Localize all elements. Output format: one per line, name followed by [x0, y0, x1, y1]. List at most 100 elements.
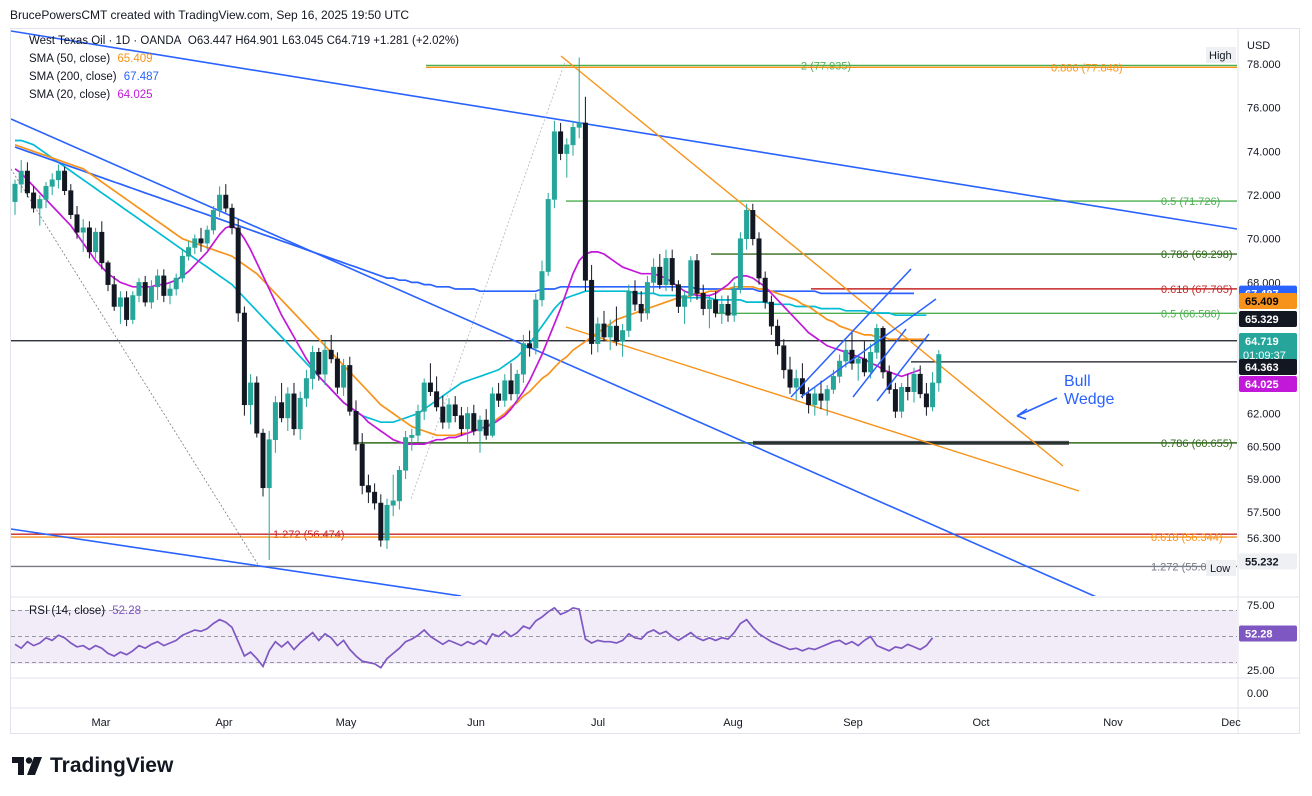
candle[interactable]	[713, 291, 719, 318]
candle[interactable]	[483, 409, 489, 440]
candle[interactable]	[136, 278, 142, 303]
candle[interactable]	[93, 227, 99, 259]
candle[interactable]	[396, 465, 402, 510]
candle[interactable]	[632, 280, 638, 311]
candle[interactable]	[868, 343, 874, 379]
candle[interactable]	[217, 186, 223, 217]
candle[interactable]	[341, 358, 347, 397]
candle[interactable]	[775, 319, 781, 355]
candle[interactable]	[105, 260, 111, 292]
candle[interactable]	[756, 232, 762, 285]
candle[interactable]	[818, 380, 824, 410]
candle[interactable]	[626, 284, 632, 338]
candle[interactable]	[303, 369, 309, 407]
candle[interactable]	[644, 275, 650, 320]
candle[interactable]	[322, 341, 328, 386]
candle[interactable]	[99, 221, 105, 270]
candle[interactable]	[415, 404, 421, 442]
candle[interactable]	[167, 282, 173, 305]
candle[interactable]	[142, 275, 148, 307]
legend-sma50[interactable]: SMA (50, close) 65.409	[29, 53, 153, 65]
candle[interactable]	[496, 382, 502, 407]
legend-rsi[interactable]: RSI (14, close) 52.28	[29, 605, 141, 617]
candle[interactable]	[24, 162, 30, 198]
candle[interactable]	[545, 192, 551, 276]
candle[interactable]	[440, 396, 446, 429]
candle[interactable]	[241, 306, 247, 416]
candle[interactable]	[558, 122, 564, 161]
candle[interactable]	[210, 205, 216, 235]
candle[interactable]	[353, 400, 359, 451]
candle[interactable]	[917, 365, 923, 399]
candle[interactable]	[706, 295, 712, 329]
candle[interactable]	[930, 371, 936, 412]
price-chart[interactable]: 2 (77.935) 0.886 (77.848) 0.5 (71.726) 0.78…	[11, 29, 1299, 733]
candle[interactable]	[539, 260, 545, 307]
candle[interactable]	[229, 203, 235, 235]
candle[interactable]	[601, 310, 607, 342]
candle[interactable]	[533, 293, 539, 355]
candle[interactable]	[694, 254, 700, 300]
price-tag[interactable]: 64.363	[1239, 359, 1297, 375]
wedge-line[interactable]	[790, 268, 912, 398]
candle[interactable]	[43, 181, 49, 209]
rsi-line[interactable]	[14, 606, 934, 669]
candle[interactable]	[657, 254, 663, 289]
candle[interactable]	[18, 160, 24, 193]
candle[interactable]	[731, 282, 737, 322]
candle[interactable]	[235, 219, 241, 322]
candle[interactable]	[781, 339, 787, 379]
candle[interactable]	[31, 186, 37, 213]
candle[interactable]	[682, 291, 688, 324]
candle[interactable]	[68, 184, 74, 220]
candle[interactable]	[111, 275, 117, 311]
candle[interactable]	[378, 494, 384, 547]
price-tag[interactable]: 65.409	[1239, 293, 1297, 309]
candle[interactable]	[74, 205, 80, 239]
candle[interactable]	[576, 57, 582, 139]
candle[interactable]	[570, 120, 576, 156]
candle[interactable]	[824, 385, 830, 416]
candle[interactable]	[148, 280, 154, 309]
legend-sma200[interactable]: SMA (200, close) 67.487	[29, 71, 159, 83]
trendlines[interactable]	[11, 30, 1237, 599]
candle[interactable]	[638, 291, 644, 322]
candle[interactable]	[880, 326, 886, 379]
candle[interactable]	[80, 219, 86, 252]
candle[interactable]	[372, 483, 378, 510]
candle[interactable]	[719, 295, 725, 324]
wedge-line[interactable]	[876, 333, 930, 402]
candle[interactable]	[279, 382, 285, 423]
candle[interactable]	[254, 376, 260, 438]
candle[interactable]	[489, 387, 495, 438]
candle[interactable]	[49, 173, 55, 196]
candle[interactable]	[130, 291, 136, 324]
candle[interactable]	[204, 225, 210, 250]
candle[interactable]	[291, 382, 297, 436]
candle[interactable]	[595, 317, 601, 353]
candle[interactable]	[260, 428, 266, 497]
trendline[interactable]	[11, 168, 260, 567]
candle[interactable]	[793, 369, 799, 401]
candle[interactable]	[347, 356, 353, 416]
candle[interactable]	[297, 391, 303, 440]
candle[interactable]	[905, 374, 911, 401]
candle[interactable]	[520, 334, 526, 383]
candle[interactable]	[316, 347, 322, 381]
trendline[interactable]	[410, 58, 567, 500]
candle[interactable]	[192, 234, 198, 255]
candle[interactable]	[923, 382, 929, 416]
candle[interactable]	[421, 378, 427, 421]
candle[interactable]	[198, 227, 204, 252]
trendline[interactable]	[560, 55, 1064, 467]
candle[interactable]	[502, 374, 508, 407]
candle[interactable]	[911, 367, 917, 403]
candle[interactable]	[359, 433, 365, 495]
candle[interactable]	[843, 341, 849, 368]
candle[interactable]	[508, 363, 514, 401]
candle[interactable]	[86, 221, 92, 259]
candle[interactable]	[186, 240, 192, 261]
candle[interactable]	[223, 184, 229, 213]
candle[interactable]	[799, 363, 805, 399]
